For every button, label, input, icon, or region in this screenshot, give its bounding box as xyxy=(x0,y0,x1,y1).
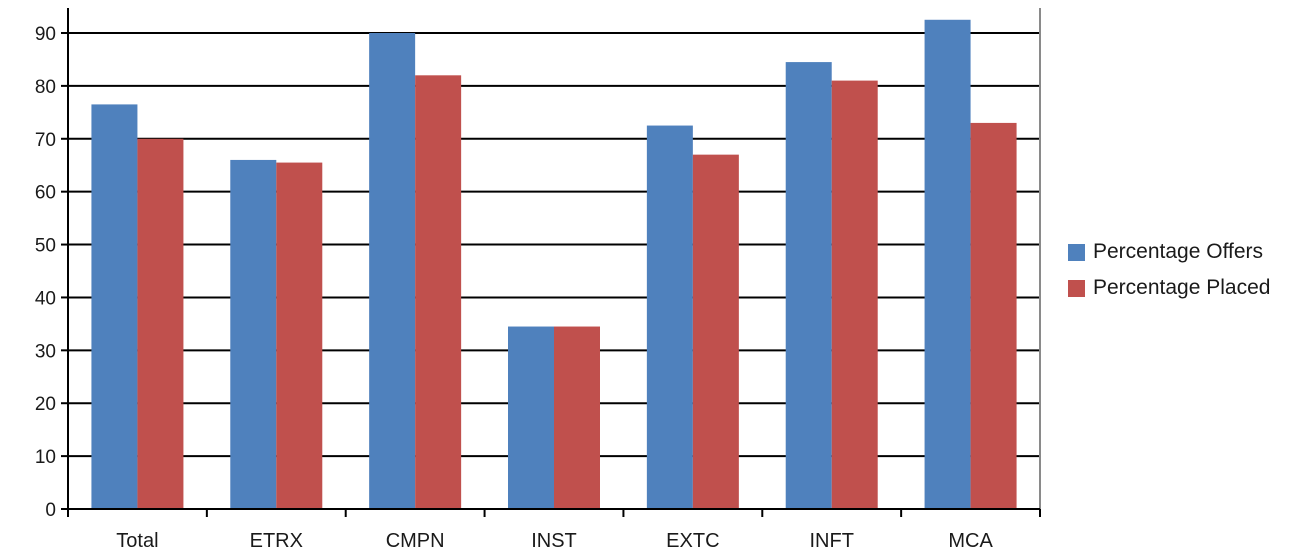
y-tick-label: 30 xyxy=(35,341,56,362)
x-tick-label: EXTC xyxy=(666,530,719,552)
y-tick-label: 50 xyxy=(35,236,56,257)
bars xyxy=(91,19,1017,510)
y-tick-label: 80 xyxy=(35,77,56,98)
bar-offers-cmpn xyxy=(369,33,416,509)
y-tick-label: 40 xyxy=(35,288,56,309)
x-tick-label: Total xyxy=(116,530,158,552)
legend-label-offers: Percentage Offers xyxy=(1093,240,1264,263)
y-tick-label: 60 xyxy=(35,183,56,204)
bar-offers-total xyxy=(91,104,138,510)
x-tick-label: ETRX xyxy=(250,530,303,552)
bar-placed-inft xyxy=(831,80,878,509)
y-tick-label: 10 xyxy=(35,447,56,468)
legend-item-placed: Percentage Placed xyxy=(1068,270,1306,306)
x-tick-label: CMPN xyxy=(386,530,445,552)
bar-placed-mca xyxy=(970,122,1017,510)
bar-placed-cmpn xyxy=(415,75,462,510)
bar-placed-total xyxy=(137,138,184,509)
x-tick-label: INST xyxy=(531,530,577,552)
legend-item-offers: Percentage Offers xyxy=(1068,234,1306,270)
bar-placed-etrx xyxy=(276,162,323,510)
legend-swatch-offers xyxy=(1068,243,1085,261)
bar-placed-extc xyxy=(692,154,739,509)
bar-placed-inst xyxy=(554,326,600,509)
legend-label-placed: Percentage Placed xyxy=(1093,276,1271,299)
bar-offers-inft xyxy=(785,62,832,509)
bar-offers-etrx xyxy=(230,159,277,509)
tick-labels: 0 10 20 30 40 50 60 70 80 90 Total ETRX CMPN INST EXTC… xyxy=(35,24,994,552)
x-tick-label: INFT xyxy=(809,530,853,552)
x-tick-label: MCA xyxy=(948,530,993,552)
bar-offers-inst xyxy=(508,326,554,509)
axes xyxy=(61,8,1041,517)
gridlines xyxy=(68,32,1040,458)
legend: Percentage Offers Percentage Placed xyxy=(1068,234,1306,306)
y-tick-label: 70 xyxy=(35,130,56,151)
bar-offers-mca xyxy=(924,19,971,510)
legend-swatch-placed xyxy=(1068,279,1085,297)
bar-offers-extc xyxy=(646,125,693,510)
y-tick-label: 90 xyxy=(35,24,56,45)
y-tick-label: 20 xyxy=(35,394,56,415)
y-tick-label: 0 xyxy=(45,500,56,521)
